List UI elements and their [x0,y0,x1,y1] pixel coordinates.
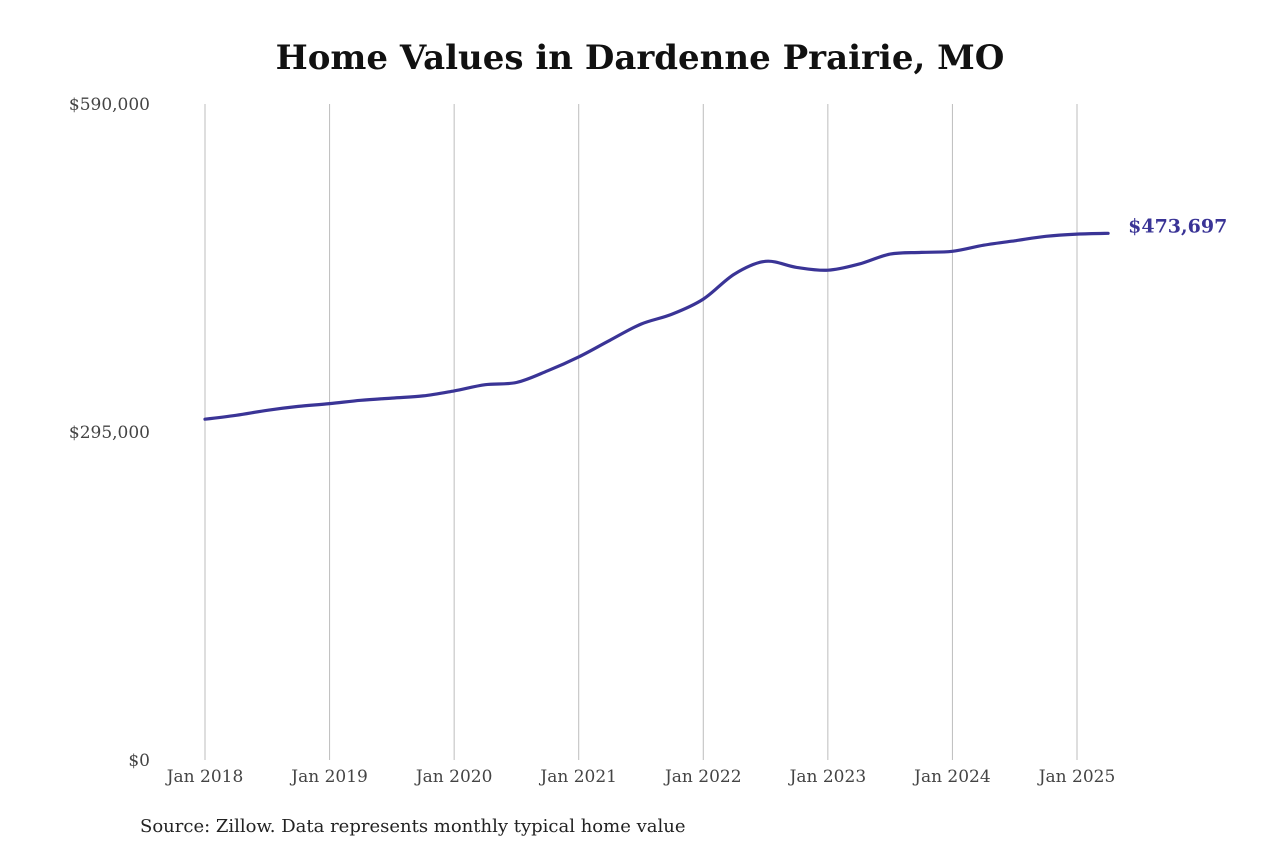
x-tick-label: Jan 2022 [663,767,742,787]
x-tick-label: Jan 2018 [165,767,244,787]
x-tick-label: Jan 2024 [912,767,991,787]
x-tick-label: Jan 2021 [538,767,617,787]
end-value-label: $473,697 [1128,215,1227,237]
source-note: Source: Zillow. Data represents monthly … [140,816,686,837]
x-tick-label: Jan 2023 [788,767,867,787]
y-tick-label: $295,000 [69,423,150,443]
series-line [203,231,1110,421]
y-tick-label: $0 [128,751,150,771]
chart-title: Home Values in Dardenne Prairie, MO [275,38,1005,78]
y-tick-label: $590,000 [69,95,150,115]
x-tick-label: Jan 2020 [414,767,493,787]
x-tick-label: Jan 2025 [1037,767,1116,787]
x-tick-label: Jan 2019 [289,767,368,787]
